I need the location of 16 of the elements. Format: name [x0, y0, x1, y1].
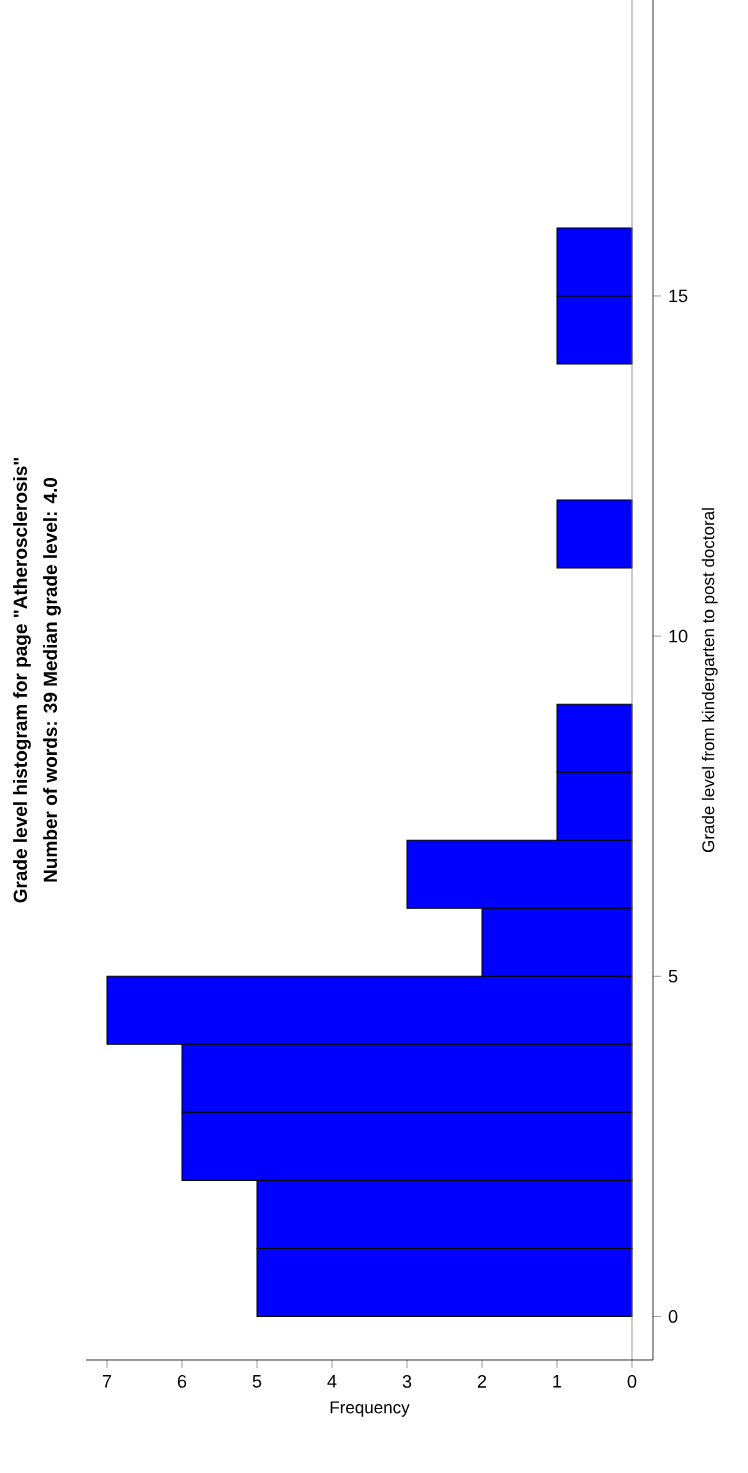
- x-tick-label: 3: [402, 1375, 412, 1388]
- x-tick-label: 1: [553, 1375, 562, 1388]
- x-axis-title: Frequency: [330, 1401, 410, 1417]
- x-tick-label: 4: [327, 1375, 337, 1388]
- y-tick-label: 10: [669, 629, 688, 643]
- y-tick-label: 0: [668, 1310, 678, 1323]
- x-tick-label: 2: [477, 1375, 487, 1388]
- x-tick-label: 5: [252, 1375, 262, 1388]
- text: Number of words: 39 Median grade level: 4.0: [43, 477, 61, 882]
- y-tick-label: 15: [669, 289, 688, 303]
- x-tick-label: 7: [102, 1375, 112, 1388]
- y-axis-title: Grade level from kindergarten to post doctoral: [701, 508, 718, 853]
- x-tick-label: 0: [627, 1375, 637, 1388]
- x-tick-label: 6: [177, 1375, 187, 1388]
- text: Grade level histogram for page "Atherosclerosis": [13, 457, 31, 903]
- y-tick-label: 5: [668, 970, 678, 983]
